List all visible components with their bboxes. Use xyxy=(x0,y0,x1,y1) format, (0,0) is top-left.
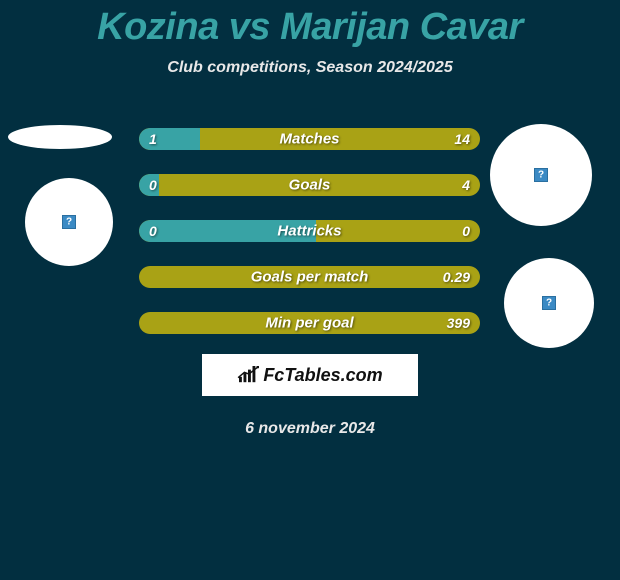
stat-left-value: 0 xyxy=(149,177,157,193)
page-title: Kozina vs Marijan Cavar xyxy=(0,0,620,49)
stat-label: Goals per match xyxy=(251,269,369,286)
stat-row: Goals per match 0.29 xyxy=(139,266,480,288)
date-text: 6 november 2024 xyxy=(0,420,620,438)
deco-ellipse xyxy=(8,125,112,149)
stat-row: 1 Matches 14 xyxy=(139,128,480,150)
deco-circle-left xyxy=(25,178,113,266)
placeholder-icon xyxy=(534,168,548,182)
stat-label: Hattricks xyxy=(277,223,341,240)
stat-row: 0 Goals 4 xyxy=(139,174,480,196)
stat-right-value: 399 xyxy=(447,315,470,331)
subtitle: Club competitions, Season 2024/2025 xyxy=(0,59,620,77)
stat-left-value: 1 xyxy=(149,131,157,147)
stat-right-value: 0.29 xyxy=(443,269,470,285)
deco-circle-bottom-right xyxy=(504,258,594,348)
brand-badge: FcTables.com xyxy=(202,354,418,396)
stat-row: 0 Hattricks 0 xyxy=(139,220,480,242)
stat-row: Min per goal 399 xyxy=(139,312,480,334)
stats-bars: 1 Matches 14 0 Goals 4 0 Hattricks 0 Goals per ma… xyxy=(139,128,480,358)
deco-circle-top-right xyxy=(490,124,592,226)
placeholder-icon xyxy=(62,215,76,229)
stat-label: Matches xyxy=(279,131,339,148)
placeholder-icon xyxy=(542,296,556,310)
stat-left-value: 0 xyxy=(149,223,157,239)
stat-right-value: 14 xyxy=(454,131,470,147)
stat-right-value: 0 xyxy=(462,223,470,239)
chart-icon xyxy=(237,366,259,384)
stat-label: Min per goal xyxy=(265,315,353,332)
stat-label: Goals xyxy=(289,177,331,194)
stat-right-value: 4 xyxy=(462,177,470,193)
brand-text: FcTables.com xyxy=(263,365,382,386)
